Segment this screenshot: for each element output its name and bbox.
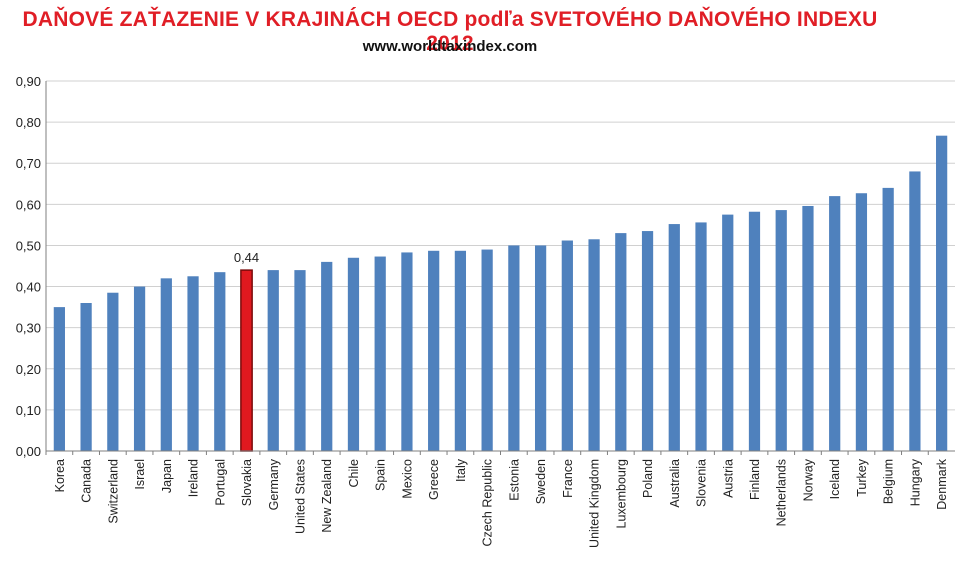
x-tick-label: United Kingdom [588,459,602,548]
x-tick-label: Austria [721,459,735,498]
bar-italy [454,250,467,451]
chart-subtitle: www.worldtaxindex.com [362,38,538,55]
bar-hungary [909,171,921,451]
x-tick-label: Germany [267,458,281,510]
x-tick-label: Korea [53,459,67,492]
bar-netherlands [775,210,787,451]
x-tick-label: Spain [374,459,388,491]
bar-iceland [829,196,841,451]
x-tick-label: France [561,459,575,498]
x-tick-label: Israel [133,459,147,490]
x-tick-label: Finland [748,459,762,500]
bar-estonia [508,245,520,451]
y-tick-label: 0,10 [16,403,41,418]
bar-sweden [534,245,547,451]
bar-luxembourg [615,233,627,451]
bar-norway [802,205,814,451]
bar-denmark [936,135,948,451]
x-tick-label: Greece [427,459,441,500]
bars [53,135,948,452]
bar-portugal [214,272,226,451]
x-tick-label: Japan [160,459,174,493]
x-tick-label: Netherlands [775,459,789,526]
x-axis-ticks: Korea Canada Switzerland Israel Japan Ireland… [45,451,949,548]
bar-spain [374,256,386,451]
bar-france [561,240,573,451]
bar-czech-republic [481,249,493,451]
x-tick-label: Norway [801,458,815,501]
bar-canada [80,303,92,451]
bar-mexico [401,252,413,451]
bar-australia [668,224,680,451]
bar-ireland [187,276,199,451]
bar-switzerland [107,292,119,451]
bar-slovenia [695,222,707,451]
y-axis-ticks: 0,00 0,10 0,20 0,30 0,40 0,50 0,60 0,70 0,80 0,90 [16,74,41,459]
x-tick-label: Estonia [507,459,521,501]
bar-turkey [855,193,868,451]
x-tick-label: United States [293,459,307,534]
y-tick-label: 0,40 [16,280,41,295]
x-tick-label: New Zealand [320,459,334,533]
chart-title: DAŇOVÉ ZAŤAZENIE V KRAJINÁCH OECD podľa … [22,8,878,55]
bar-israel [133,286,146,451]
y-tick-label: 0,20 [16,362,41,377]
y-tick-label: 0,60 [16,197,41,212]
x-tick-label: Turkey [855,458,869,496]
x-tick-label: Slovenia [695,459,709,507]
bar-new-zealand [321,261,333,451]
bar-japan [160,278,172,451]
data-labels: 0,44 [234,250,259,265]
x-tick-label: Denmark [935,458,949,509]
x-tick-label: Australia [668,459,682,508]
bar-belgium [882,187,894,451]
bar-austria [722,214,734,451]
x-tick-label: Portugal [213,459,227,506]
x-tick-label: Mexico [400,459,414,499]
x-tick-label: Iceland [828,459,842,499]
x-tick-label: Canada [80,459,94,503]
x-tick-label: Czech Republic [481,459,495,547]
x-tick-label: Ireland [187,459,201,497]
bar-korea [53,307,65,451]
bar-united-states [294,270,306,451]
x-tick-label: Belgium [882,459,896,504]
y-tick-label: 0,30 [16,321,41,336]
x-tick-label: Slovakia [240,459,254,506]
x-tick-label: Poland [641,459,655,498]
bar-slovakia [240,269,253,452]
y-tick-label: 0,50 [16,238,41,253]
bar-united-kingdom [588,239,600,451]
y-tick-label: 0,80 [16,115,41,130]
x-tick-label: Hungary [908,458,922,506]
x-tick-label: Italy [454,458,468,482]
data-label: 0,44 [234,250,259,265]
y-tick-label: 0,90 [16,74,41,89]
y-tick-label: 0,00 [16,444,41,459]
gridlines [46,80,955,411]
x-tick-label: Luxembourg [614,459,628,529]
bar-chile [347,257,360,451]
bar-finland [748,211,761,451]
bar-poland [641,231,654,451]
x-tick-label: Sweden [534,459,548,504]
x-tick-label: Chile [347,459,361,488]
bar-germany [267,270,279,451]
bar-greece [428,250,440,451]
y-tick-label: 0,70 [16,156,41,171]
x-tick-label: Switzerland [106,459,120,524]
